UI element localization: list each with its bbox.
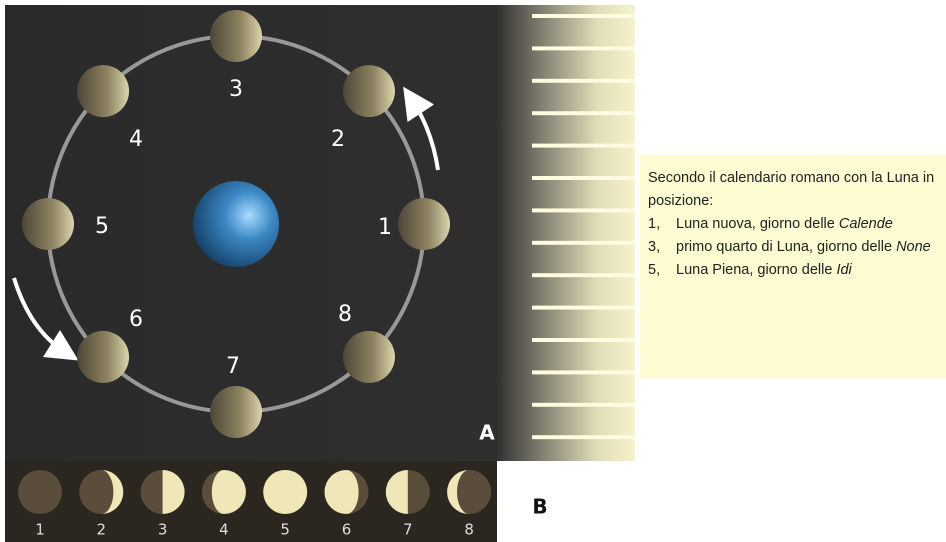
phase-lit xyxy=(101,470,124,514)
ray xyxy=(532,338,635,342)
ray xyxy=(532,370,635,375)
ray xyxy=(532,435,635,440)
item-emphasis: Calende xyxy=(838,216,893,232)
item-number: 1, xyxy=(648,216,661,232)
item-number: 5, xyxy=(648,262,661,278)
orbit-label: 4 xyxy=(129,127,143,152)
ray xyxy=(532,273,635,278)
panel-label: A xyxy=(479,421,495,445)
orbit-label: 5 xyxy=(95,214,109,239)
phase-label: 4 xyxy=(219,521,229,539)
moon xyxy=(77,65,130,118)
phase-label: 8 xyxy=(464,521,474,539)
phase-lit xyxy=(447,470,470,514)
phase-label: 5 xyxy=(280,521,290,539)
phase-lit xyxy=(162,470,185,514)
sun-rays xyxy=(532,14,635,440)
moon xyxy=(342,330,395,383)
orbit-label: 3 xyxy=(229,77,243,102)
phase-label: 1 xyxy=(35,521,45,539)
phase-lit xyxy=(263,470,308,515)
caption-intro: Secondo il calendario romano con la Luna… xyxy=(648,170,935,209)
ray xyxy=(532,240,635,245)
moon xyxy=(398,198,450,250)
rotation-arrow xyxy=(403,86,440,171)
moon xyxy=(22,198,74,250)
item-text: Luna Piena, giorno delle xyxy=(676,262,833,278)
moon xyxy=(210,386,262,438)
moon xyxy=(77,330,130,383)
phase-lit xyxy=(211,470,246,514)
phase-label: 7 xyxy=(403,521,413,539)
moon xyxy=(210,10,262,62)
phase-label: 2 xyxy=(97,521,107,539)
phase-disc xyxy=(18,470,62,514)
moon xyxy=(342,65,395,118)
ray xyxy=(532,208,635,213)
item-emphasis: None xyxy=(896,239,931,255)
orbit-label: 1 xyxy=(378,215,392,240)
ray xyxy=(532,143,635,148)
item-text: Luna nuova, giorno delle xyxy=(676,216,835,232)
ray xyxy=(532,78,635,83)
caption: Secondo il calendario romano con la Luna… xyxy=(640,155,946,378)
caption-item: 5, Luna Piena, giorno delle Idi xyxy=(648,259,942,282)
orbit-label: 2 xyxy=(331,127,345,152)
phase-lit xyxy=(324,470,359,514)
caption-item: 1, Luna nuova, giorno delle Calende xyxy=(648,213,942,236)
phase-lit xyxy=(385,470,408,514)
item-body: primo quarto di Luna, giorno delle None xyxy=(676,236,931,259)
ray xyxy=(532,176,635,180)
phase-label: 3 xyxy=(158,521,168,539)
item-text: primo quarto di Luna, giorno delle xyxy=(676,239,893,255)
orbit-label: 7 xyxy=(226,354,240,379)
phase-label: 6 xyxy=(342,521,352,539)
ray xyxy=(532,111,635,116)
ray xyxy=(532,14,635,18)
ray xyxy=(532,305,635,310)
rotation-arrow xyxy=(12,277,79,361)
item-emphasis: Idi xyxy=(836,262,852,278)
orbit-label: 6 xyxy=(129,307,143,332)
caption-item: 3, primo quarto di Luna, giorno delle Non… xyxy=(648,236,942,259)
panel-label: B xyxy=(532,495,547,519)
orbit-label: 8 xyxy=(338,302,352,327)
item-body: Luna Piena, giorno delle Idi xyxy=(676,259,852,282)
ray xyxy=(532,46,635,51)
earth xyxy=(193,181,279,267)
item-body: Luna nuova, giorno delle Calende xyxy=(676,213,893,236)
item-number: 3, xyxy=(648,239,661,255)
ray xyxy=(532,402,635,407)
